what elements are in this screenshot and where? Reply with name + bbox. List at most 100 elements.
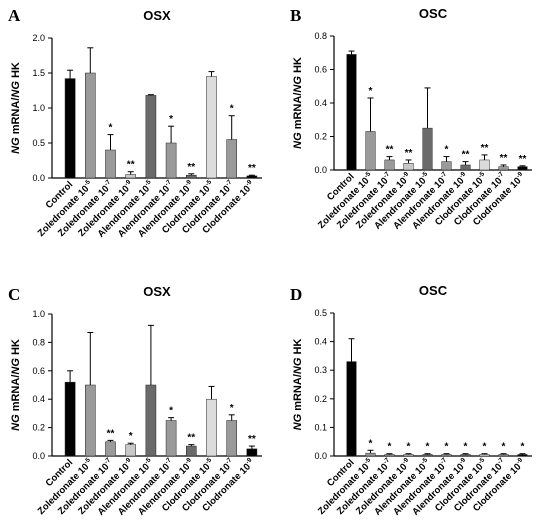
bar	[85, 384, 96, 457]
y-tick-label: 0.0	[32, 173, 45, 183]
significance-marker: **	[500, 153, 508, 164]
significance-marker: **	[481, 143, 489, 154]
bar	[226, 420, 237, 457]
bar	[460, 454, 471, 457]
bar	[403, 454, 414, 457]
bar	[498, 166, 509, 171]
significance-marker: *	[521, 442, 525, 453]
y-tick-label: 0.5	[314, 308, 327, 318]
bar	[403, 163, 414, 171]
y-tick-label: 2.0	[32, 33, 45, 43]
y-tick-label: 0.0	[314, 451, 327, 461]
bar	[441, 454, 452, 457]
significance-marker: *	[445, 145, 449, 156]
bar	[384, 454, 395, 457]
significance-marker: *	[426, 442, 430, 453]
bar	[206, 398, 217, 457]
panel-letter: A	[8, 6, 21, 25]
significance-marker: **	[462, 150, 470, 161]
y-tick-label: 0.0	[314, 165, 327, 175]
bar	[346, 54, 357, 171]
y-tick-label: 0.1	[314, 422, 327, 432]
significance-marker: **	[405, 148, 413, 159]
bar	[165, 420, 177, 457]
bar	[226, 139, 237, 179]
bar	[105, 441, 116, 457]
panel-letter: D	[290, 285, 303, 304]
y-tick-label: 0.4	[32, 394, 45, 404]
bar	[479, 159, 490, 171]
bar	[186, 174, 197, 179]
bar	[206, 76, 217, 179]
y-tick-label: 0.5	[32, 138, 45, 148]
bar	[422, 127, 433, 171]
significance-marker: *	[169, 114, 173, 125]
significance-marker: *	[230, 403, 234, 414]
significance-marker: *	[445, 442, 449, 453]
y-axis-label: NG mRNA/NG HK	[292, 57, 304, 149]
y-tick-label: 0.2	[314, 394, 327, 404]
bar	[85, 72, 96, 179]
significance-marker: **	[187, 162, 195, 173]
y-tick-label: 1.5	[32, 68, 45, 78]
bar	[479, 454, 490, 457]
bar	[384, 159, 395, 171]
bar	[365, 452, 376, 457]
y-axis-label: NG mRNA/NG HK	[10, 339, 22, 431]
y-tick-label: 0.6	[314, 65, 327, 75]
significance-marker: *	[230, 104, 234, 115]
bar	[441, 161, 452, 171]
bar	[186, 445, 197, 457]
significance-marker: **	[519, 154, 527, 165]
significance-marker: **	[107, 428, 115, 439]
chart-title: OSX	[143, 284, 171, 299]
y-tick-label: 0.0	[32, 451, 45, 461]
significance-marker: *	[407, 442, 411, 453]
chart-title: OSC	[419, 283, 448, 298]
significance-marker: **	[386, 145, 394, 156]
significance-marker: **	[187, 433, 195, 444]
bar	[246, 448, 258, 457]
y-tick-label: 0.2	[314, 132, 327, 142]
y-tick-label: 0.2	[32, 423, 45, 433]
significance-marker: *	[464, 442, 468, 453]
y-axis-label: NG mRNA/NG HK	[10, 62, 22, 154]
significance-marker: *	[388, 442, 392, 453]
bar	[145, 95, 157, 179]
significance-marker: *	[483, 442, 487, 453]
chart-title: OSX	[143, 8, 171, 23]
bar	[105, 149, 116, 179]
y-tick-label: 0.8	[32, 337, 45, 347]
y-tick-label: 0.4	[314, 98, 327, 108]
significance-marker: **	[248, 163, 256, 174]
y-tick-label: 0.6	[32, 366, 45, 376]
bar	[517, 166, 528, 171]
significance-marker: *	[369, 86, 373, 97]
bar	[422, 454, 433, 457]
significance-marker: **	[127, 160, 135, 171]
y-tick-label: 0.3	[314, 365, 327, 375]
significance-marker: *	[369, 438, 373, 449]
bar	[165, 142, 177, 179]
y-tick-label: 0.8	[314, 31, 327, 41]
bar	[64, 381, 76, 457]
panel-letter: B	[290, 6, 302, 25]
bar	[365, 131, 376, 171]
significance-marker: *	[109, 123, 113, 134]
bar	[517, 454, 528, 457]
bar	[498, 454, 509, 457]
bar	[346, 361, 357, 457]
significance-marker: **	[248, 434, 256, 445]
y-tick-label: 1.0	[32, 309, 45, 319]
y-tick-label: 1.0	[32, 103, 45, 113]
bar	[125, 174, 137, 179]
significance-marker: *	[169, 406, 173, 417]
bar	[145, 384, 157, 457]
panel-letter: C	[8, 285, 21, 304]
bar	[125, 444, 137, 457]
bar	[64, 78, 76, 179]
significance-marker: *	[502, 442, 506, 453]
significance-marker: *	[129, 431, 133, 442]
y-axis-label: NG mRNA/NG HK	[292, 339, 304, 431]
